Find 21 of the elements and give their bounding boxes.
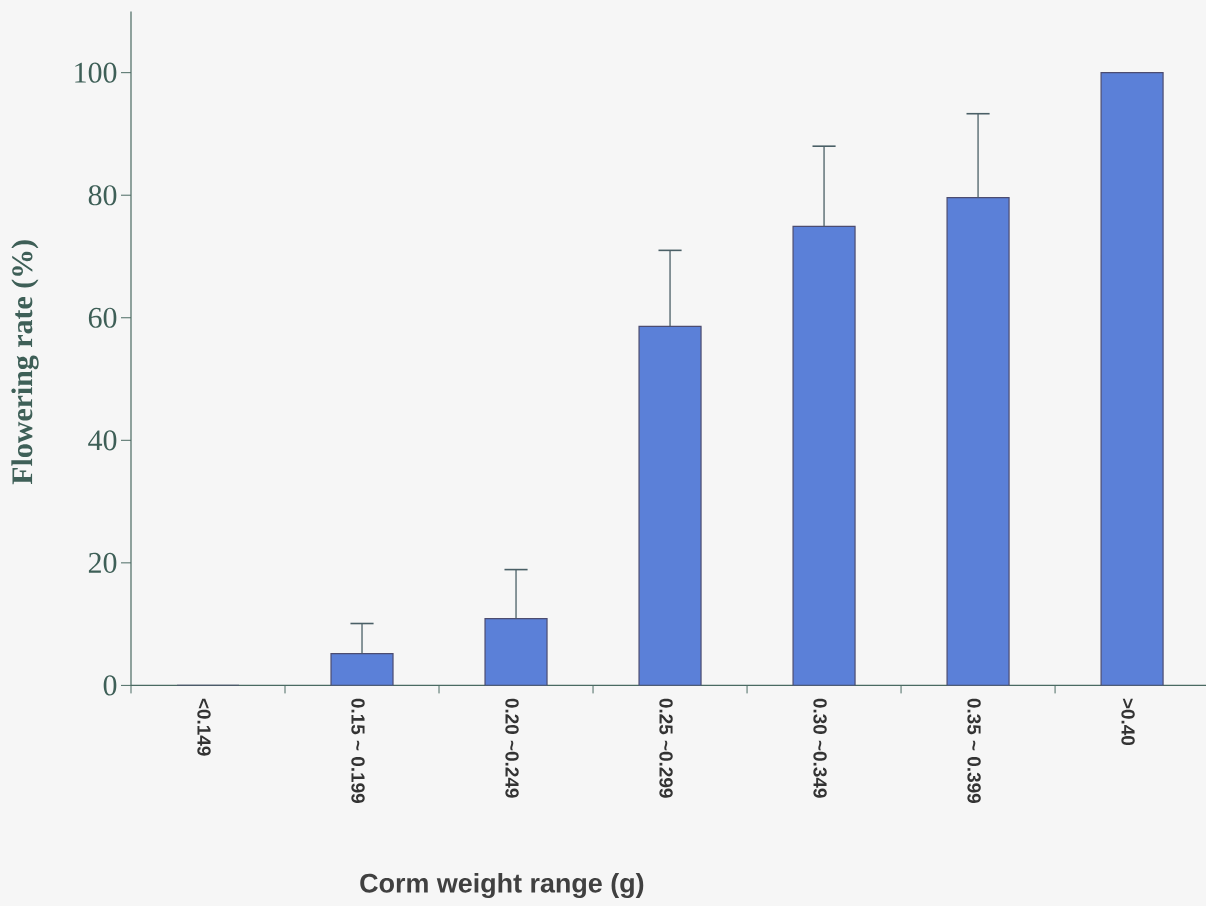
y-axis-title: Flowering rate (%) bbox=[11, 240, 39, 485]
y-tick-label: 80 bbox=[88, 185, 117, 206]
x-tick-label: 0.20 ~0.249 bbox=[505, 698, 519, 798]
x-tick-label: 0.35 ~ 0.399 bbox=[967, 698, 981, 803]
x-tick-label: 0.30 ~0.349 bbox=[813, 698, 827, 798]
x-tick-label: >0.40 bbox=[1121, 698, 1135, 746]
x-tick-label: 0.15 ~ 0.199 bbox=[351, 698, 365, 803]
x-tick-label: <0.149 bbox=[197, 698, 211, 756]
y-tick-label: 0 bbox=[103, 675, 117, 696]
bar bbox=[484, 618, 548, 686]
y-tick-label: 60 bbox=[88, 307, 117, 328]
bar bbox=[792, 225, 856, 686]
y-tick-label: 40 bbox=[88, 430, 117, 451]
x-tick-label: 0.25 ~0.299 bbox=[659, 698, 673, 798]
y-tick-label: 100 bbox=[75, 62, 117, 83]
bar bbox=[330, 652, 394, 686]
bar bbox=[638, 325, 702, 686]
bar bbox=[1100, 72, 1164, 686]
bar bbox=[946, 197, 1010, 686]
x-axis-title: Corm weight range (g) bbox=[360, 872, 644, 899]
y-tick-label: 20 bbox=[88, 552, 117, 573]
